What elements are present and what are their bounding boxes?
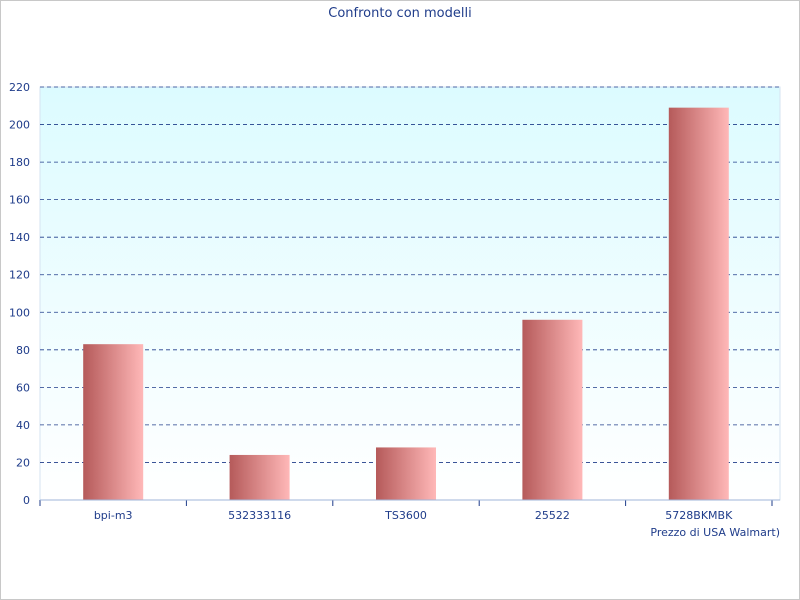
y-tick-label: 160	[9, 194, 30, 207]
bar-25522	[522, 319, 583, 500]
bar-bpi-m3	[83, 344, 144, 500]
bars	[83, 107, 729, 501]
y-tick-label: 0	[23, 494, 30, 507]
y-tick-label: 60	[16, 381, 30, 394]
y-tick-label: 20	[16, 456, 30, 469]
bar-532333116	[229, 454, 290, 500]
y-tick-label: 100	[9, 306, 30, 319]
x-tick-label: 25522	[535, 509, 570, 522]
x-tick-label: 532333116	[228, 509, 291, 522]
y-tick-label: 80	[16, 344, 30, 357]
y-axis-ticks: 0 20 40 60 80 100 120 140 160 180 200 220	[9, 81, 30, 507]
x-axis-ticks: bpi-m3 532333116 TS3600 25522 5728BKMBK	[39, 500, 773, 522]
chart-title: Confronto con modelli	[328, 6, 471, 21]
y-tick-label: 220	[9, 81, 30, 94]
y-tick-label: 140	[9, 231, 30, 244]
y-tick-label: 200	[9, 119, 30, 132]
x-tick-label: bpi-m3	[94, 509, 133, 522]
y-tick-label: 40	[16, 419, 30, 432]
x-axis-label: Prezzo di USA Walmart)	[650, 526, 780, 539]
y-tick-label: 120	[9, 269, 30, 282]
plot-area	[39, 86, 781, 501]
bar-5728bkmbk	[668, 107, 729, 501]
bar-ts3600	[376, 447, 436, 500]
y-tick-label: 180	[9, 156, 30, 169]
x-tick-label: 5728BKMBK	[665, 509, 733, 522]
x-tick-label: TS3600	[384, 509, 427, 522]
gridlines	[40, 86, 780, 463]
